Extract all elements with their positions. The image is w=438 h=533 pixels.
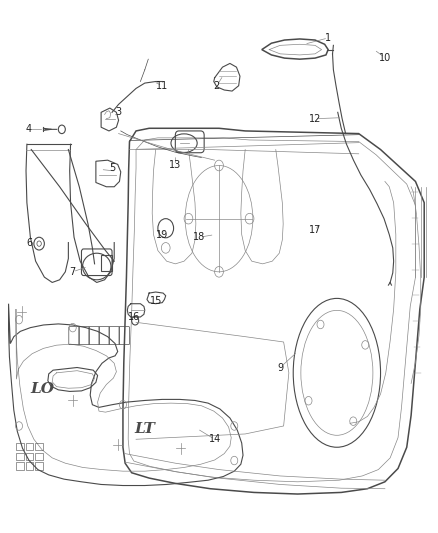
Text: 13: 13 xyxy=(169,160,181,171)
Text: 16: 16 xyxy=(128,312,140,322)
Text: 4: 4 xyxy=(26,124,32,134)
Bar xyxy=(25,443,33,450)
Bar xyxy=(35,443,43,450)
Text: 1: 1 xyxy=(325,33,331,43)
Text: 15: 15 xyxy=(149,296,162,306)
Text: 6: 6 xyxy=(26,238,32,247)
Bar xyxy=(35,462,43,470)
Bar xyxy=(16,462,24,470)
Text: 9: 9 xyxy=(277,362,283,373)
Bar xyxy=(101,255,112,271)
Text: 12: 12 xyxy=(309,114,321,124)
Bar xyxy=(25,462,33,470)
Text: 14: 14 xyxy=(208,434,221,445)
Text: 19: 19 xyxy=(156,230,168,240)
Text: 17: 17 xyxy=(309,225,321,236)
Bar xyxy=(16,453,24,460)
Bar xyxy=(25,453,33,460)
Text: 5: 5 xyxy=(109,163,115,173)
Bar xyxy=(35,453,43,460)
Text: 18: 18 xyxy=(193,232,205,243)
Text: 10: 10 xyxy=(379,53,391,62)
Text: 2: 2 xyxy=(214,81,220,91)
Bar xyxy=(16,443,24,450)
Text: 3: 3 xyxy=(116,107,122,117)
Text: LO: LO xyxy=(30,382,54,396)
Text: LT: LT xyxy=(134,422,155,435)
Text: 7: 7 xyxy=(70,267,76,277)
Text: 11: 11 xyxy=(156,81,168,91)
